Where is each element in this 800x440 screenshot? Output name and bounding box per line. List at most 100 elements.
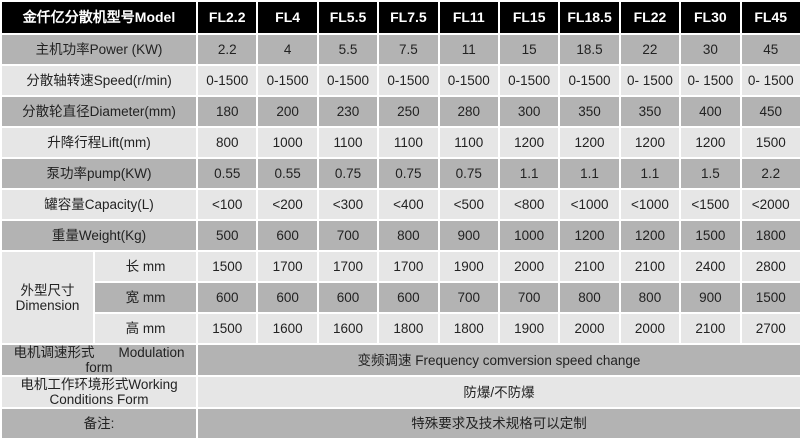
value-cell: 0- 1500 [679,64,742,97]
value-cell: 350 [618,95,682,128]
remark-label: 备注: [0,407,199,440]
working-label: 电机工作环境形式Working Conditions Form [0,375,199,409]
value-cell: 500 [196,219,259,252]
value-cell: 0-1500 [437,64,500,97]
value-cell: 1.1 [618,157,682,190]
value-cell: 900 [437,219,500,252]
value-cell: 1600 [256,312,319,345]
model-fl2.2: FL2.2 [196,0,259,35]
value-cell: 700 [316,219,380,252]
value-cell: 0-1500 [377,64,440,97]
value-cell: 2700 [739,312,800,345]
value-cell: 1700 [316,250,380,283]
model-fl22: FL22 [618,0,682,35]
value-cell: 2100 [679,312,742,345]
value-cell: 1200 [618,126,682,159]
spec-row: 重量Weight(Kg) 500 600 700 800 900 1000 1200 1200 1… [0,219,800,252]
value-cell: <300 [316,188,380,221]
value-cell: 0-1500 [558,64,621,97]
value-cell: 45 [739,33,800,66]
value-cell: 900 [679,281,742,314]
dimension-row: 宽 mm 600 600 600 600 700 700 800 800 900 1500 [1,281,800,314]
model-fl11: FL11 [437,0,500,35]
model-fl7.5: FL7.5 [377,0,440,35]
dimension-row: 高 mm 1500 1600 1600 1800 1800 1900 2000 2000 2100… [1,312,800,345]
value-cell: 1500 [739,281,800,314]
working-label-line: 电机工作环境形式Working [20,377,178,392]
value-cell: 0- 1500 [618,64,682,97]
model-fl4: FL4 [256,0,319,35]
dimension-sub-label: 宽 mm [92,281,199,314]
value-cell: 800 [377,219,440,252]
modulation-label-en: Modulation form [85,345,185,375]
value-cell: 600 [256,281,319,314]
value-cell: 300 [497,95,561,128]
value-cell: 0.75 [316,157,380,190]
value-cell: 30 [679,33,742,66]
model-header: 金仟亿分散机型号Model [0,0,199,35]
value-cell: 800 [196,126,259,159]
row-label: 罐容量Capacity(L) [0,188,199,221]
value-cell: 250 [377,95,440,128]
row-label: 主机功率Power (KW) [0,33,199,66]
value-cell: 1200 [558,126,621,159]
value-cell: 2400 [679,250,742,283]
value-cell: 0.55 [256,157,319,190]
value-cell: 5.5 [316,33,380,66]
spec-row: 分散轮直径Diameter(mm) 180 200 230 250 280 300 350 35… [0,95,800,128]
dimension-label: 外型尺寸 Dimension [0,250,95,345]
remark-row: 备注: 特殊要求及技术规格可以定制 [0,407,800,440]
modulation-value: 变频调速 Frequency comversion speed change [196,343,800,377]
value-cell: 1.1 [497,157,561,190]
value-cell: 180 [196,95,259,128]
value-cell: 0.75 [377,157,440,190]
row-label: 重量Weight(Kg) [0,219,199,252]
value-cell: 200 [256,95,319,128]
value-cell: 1700 [256,250,319,283]
value-cell: 2000 [558,312,621,345]
value-cell: 1200 [558,219,621,252]
value-cell: <100 [196,188,259,221]
dimension-label-en: Dimension [15,297,80,313]
value-cell: 15 [497,33,561,66]
value-cell: 18.5 [558,33,621,66]
value-cell: 600 [196,281,259,314]
value-cell: 1.1 [558,157,621,190]
value-cell: 1000 [497,219,561,252]
remark-value: 特殊要求及技术规格可以定制 [196,407,800,440]
value-cell: <1000 [558,188,621,221]
working-label-line: Conditions Form [49,392,149,407]
value-cell: 1900 [437,250,500,283]
model-fl30: FL30 [679,0,742,35]
value-cell: 1100 [377,126,440,159]
model-fl18.5: FL18.5 [558,0,621,35]
value-cell: <1500 [679,188,742,221]
dimension-label-cn: 外型尺寸 [20,282,75,298]
value-cell: <200 [256,188,319,221]
value-cell: 0- 1500 [739,64,800,97]
value-cell: 1500 [196,250,259,283]
row-label: 升降行程Lift(mm) [0,126,199,159]
dimension-row: 外型尺寸 Dimension 长 mm 1500 1700 1700 1700 1900 200… [0,250,800,345]
value-cell: 2100 [618,250,682,283]
value-cell: 1800 [437,312,500,345]
value-cell: 800 [618,281,682,314]
value-cell: 22 [618,33,682,66]
value-cell: 230 [316,95,380,128]
value-cell: 600 [377,281,440,314]
value-cell: 1200 [679,126,742,159]
value-cell: 400 [679,95,742,128]
row-label: 分散轴转速Speed(r/min) [0,64,199,97]
spec-row: 分散轴转速Speed(r/min) 0-1500 0-1500 0-1500 0-150… [0,64,800,97]
value-cell: 0-1500 [316,64,380,97]
value-cell: 800 [558,281,621,314]
model-fl45: FL45 [739,0,800,35]
value-cell: 1100 [437,126,500,159]
value-cell: 2000 [497,250,561,283]
value-cell: <1000 [618,188,682,221]
model-fl15: FL15 [497,0,561,35]
value-cell: 1500 [679,219,742,252]
value-cell: 11 [437,33,500,66]
value-cell: 1600 [316,312,380,345]
